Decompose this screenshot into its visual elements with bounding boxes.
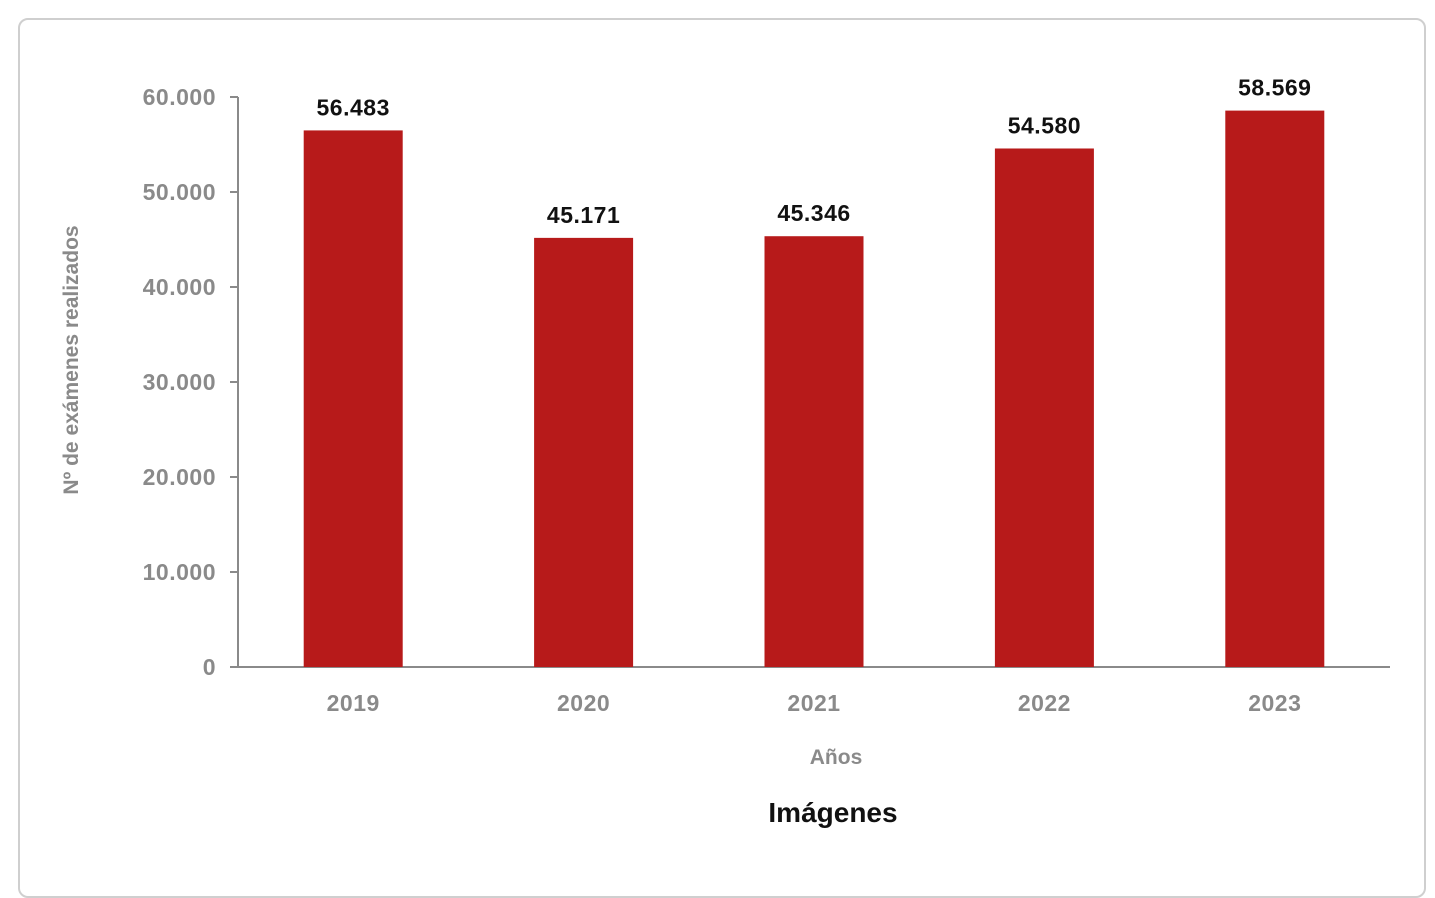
bars bbox=[303, 110, 1325, 668]
y-tick-label: 60.000 bbox=[143, 84, 216, 110]
chart-title: Imágenes bbox=[768, 797, 897, 828]
x-tick-label: 2023 bbox=[1248, 690, 1301, 716]
bar-chart: 0 10.000 20.000 30.000 40.000 50.000 60.000 20… bbox=[60, 75, 1390, 828]
y-tick-label: 30.000 bbox=[143, 369, 216, 395]
x-tick-label: 2021 bbox=[787, 690, 840, 716]
data-label: 54.580 bbox=[1008, 112, 1081, 138]
data-label: 58.569 bbox=[1238, 75, 1311, 101]
y-tick-label: 50.000 bbox=[143, 179, 216, 205]
data-label: 45.171 bbox=[547, 202, 620, 228]
bar bbox=[534, 237, 634, 668]
data-label: 45.346 bbox=[777, 200, 850, 226]
y-tick-label: 20.000 bbox=[143, 464, 216, 490]
x-tick-label: 2022 bbox=[1018, 690, 1071, 716]
chart-card bbox=[18, 18, 1426, 898]
value-labels: 56.483 45.171 45.346 54.580 58.569 bbox=[317, 75, 1311, 228]
y-axis-title: Nº de exámenes realizados bbox=[60, 225, 83, 494]
bar bbox=[1225, 110, 1325, 668]
y-tick-label: 10.000 bbox=[143, 559, 216, 585]
y-tick-label: 0 bbox=[203, 654, 216, 680]
bar bbox=[994, 148, 1094, 668]
y-axis: 0 10.000 20.000 30.000 40.000 50.000 60.000 bbox=[143, 84, 239, 680]
data-label: 56.483 bbox=[317, 94, 390, 120]
bar bbox=[764, 236, 864, 667]
y-tick-label: 40.000 bbox=[143, 274, 216, 300]
x-axis-title: Años bbox=[810, 746, 863, 769]
x-axis: 2019 2020 2021 2022 2023 bbox=[238, 666, 1390, 716]
x-tick-label: 2019 bbox=[327, 690, 380, 716]
x-tick-label: 2020 bbox=[557, 690, 610, 716]
bar bbox=[303, 130, 403, 667]
